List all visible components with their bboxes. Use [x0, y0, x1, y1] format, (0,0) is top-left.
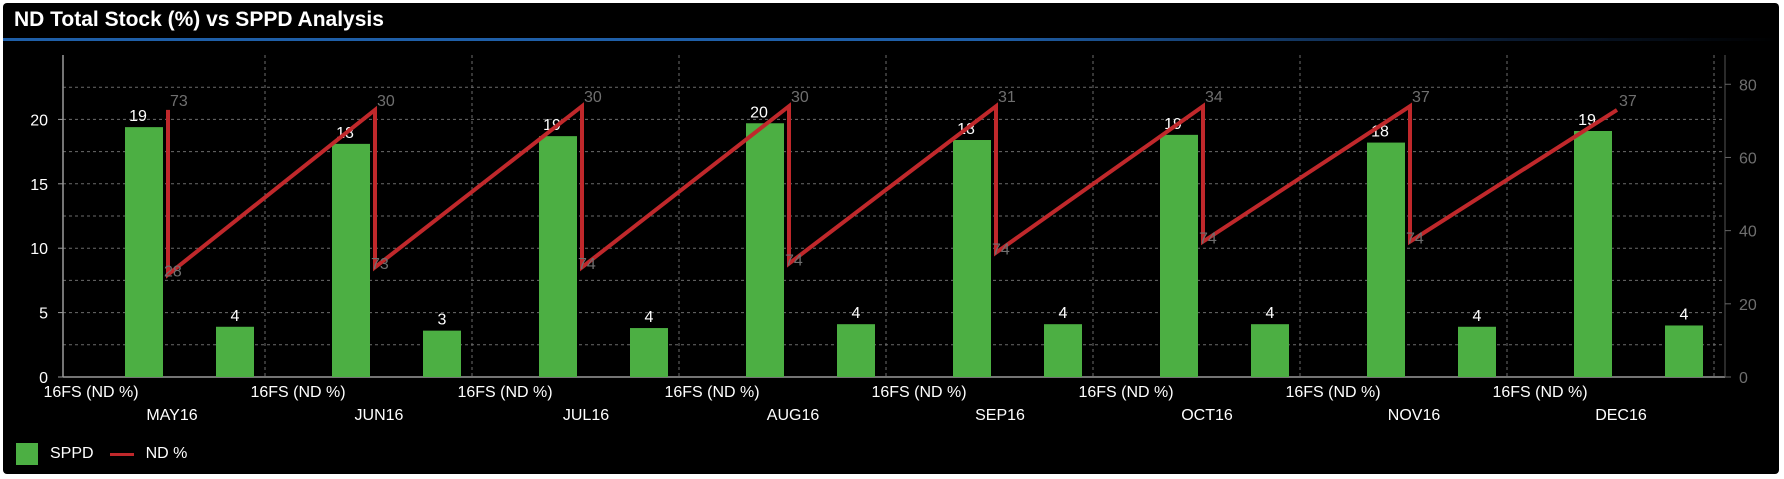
x-sub-category-label: 16FS (ND %): [871, 384, 966, 401]
nd-data-label: 30: [584, 89, 602, 106]
nd-data-label: 73: [170, 93, 188, 110]
legend-nd-label: ND %: [145, 445, 188, 462]
sppd-bar: [423, 330, 461, 377]
nd-line: [166, 102, 1619, 279]
sppd-data-label: 4: [852, 305, 861, 322]
nd-data-label: 74: [785, 253, 803, 270]
chart-panel: [3, 3, 1779, 474]
sppd-bar: [1251, 324, 1289, 377]
nd-data-label: 74: [1406, 231, 1424, 248]
x-sub-category-label: 16FS (ND %): [1078, 384, 1173, 401]
sppd-bar: [125, 127, 163, 378]
x-sub-category-label: 16FS (ND %): [43, 384, 138, 401]
legend-sppd-label: SPPD: [50, 445, 94, 462]
right-axis-tick-label: 20: [1739, 297, 1757, 314]
sppd-bar: [746, 123, 784, 377]
sppd-data-label: 4: [1680, 306, 1689, 323]
x-sub-category-label: 16FS (ND %): [250, 384, 345, 401]
x-month-label: JUN16: [355, 407, 404, 424]
sppd-bar: [630, 328, 668, 377]
sppd-bar: [1367, 142, 1405, 377]
chart-legend: SPPD ND %: [16, 443, 187, 465]
sppd-bar: [216, 326, 254, 377]
left-axis-tick-label: 0: [39, 370, 48, 387]
x-sub-category-label: 16FS (ND %): [1492, 384, 1587, 401]
sppd-data-label: 4: [1473, 308, 1482, 325]
x-month-label: AUG16: [767, 407, 820, 424]
x-sub-category-label: 16FS (ND %): [457, 384, 552, 401]
nd-data-label: 30: [377, 93, 395, 110]
x-sub-category-label: 16FS (ND %): [664, 384, 759, 401]
right-axis-tick-label: 0: [1739, 370, 1748, 387]
nd-data-label: 37: [1412, 89, 1430, 106]
chart-title: ND Total Stock (%) vs SPPD Analysis: [14, 8, 384, 31]
sppd-data-label: 3: [438, 312, 447, 329]
right-axis-tick-label: 80: [1739, 77, 1757, 94]
nd-data-label: 28: [164, 264, 182, 281]
nd-data-label: 30: [791, 89, 809, 106]
sppd-bar: [332, 143, 370, 377]
x-month-label: SEP16: [975, 407, 1025, 424]
left-axis-tick-label: 10: [30, 241, 48, 258]
sppd-bar: [1665, 325, 1703, 377]
x-month-label: OCT16: [1181, 407, 1233, 424]
right-axis-tick-label: 60: [1739, 150, 1757, 167]
sppd-bar: [953, 140, 991, 377]
left-axis-tick-label: 5: [39, 306, 48, 323]
sppd-bar: [837, 324, 875, 377]
sppd-bar: [1044, 324, 1082, 377]
sppd-data-label: 19: [129, 108, 147, 125]
x-month-label: DEC16: [1595, 407, 1647, 424]
nd-data-label: 74: [578, 256, 596, 273]
nd-data-label: 74: [1199, 231, 1217, 248]
sppd-data-label: 4: [1266, 305, 1275, 322]
sppd-bar: [539, 136, 577, 377]
sppd-data-label: 20: [750, 104, 768, 121]
sppd-data-label: 4: [645, 309, 654, 326]
x-sub-category-label: 16FS (ND %): [1285, 384, 1380, 401]
legend-nd-swatch: [109, 452, 134, 456]
legend-sppd-swatch: [16, 443, 38, 465]
nd-data-label: 31: [998, 89, 1016, 106]
sppd-data-label: 4: [231, 308, 240, 325]
sppd-data-label: 4: [1059, 305, 1068, 322]
left-axis-tick-label: 15: [30, 177, 48, 194]
x-month-label: JUL16: [563, 407, 609, 424]
sppd-bar: [1574, 130, 1612, 377]
sppd-bar: [1160, 134, 1198, 377]
x-month-label: MAY16: [146, 407, 197, 424]
nd-data-label: 34: [1205, 89, 1223, 106]
x-month-label: NOV16: [1388, 407, 1441, 424]
sppd-data-label: 19: [543, 117, 561, 134]
left-axis-tick-label: 20: [30, 112, 48, 129]
nd-data-label: 73: [371, 256, 389, 273]
nd-data-label: 74: [992, 242, 1010, 259]
sppd-bar: [1458, 326, 1496, 377]
right-axis-tick-label: 40: [1739, 224, 1757, 241]
title-underline: [3, 38, 1779, 41]
nd-data-label: 37: [1619, 93, 1637, 110]
